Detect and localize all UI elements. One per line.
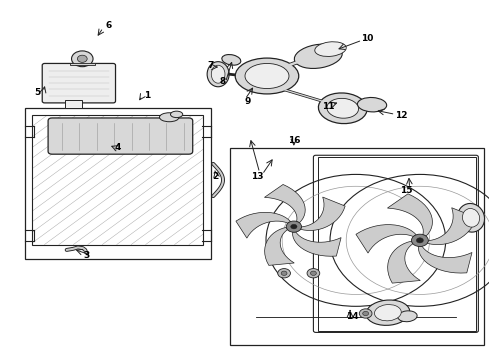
- Circle shape: [278, 269, 291, 278]
- Ellipse shape: [294, 44, 342, 68]
- Ellipse shape: [207, 62, 229, 87]
- Polygon shape: [300, 197, 345, 230]
- Circle shape: [281, 271, 287, 275]
- Circle shape: [72, 51, 93, 67]
- Text: 14: 14: [346, 312, 359, 321]
- Circle shape: [307, 269, 320, 278]
- Polygon shape: [418, 246, 472, 273]
- Circle shape: [291, 224, 297, 229]
- Text: 11: 11: [322, 102, 334, 111]
- FancyBboxPatch shape: [48, 118, 193, 154]
- Ellipse shape: [159, 113, 179, 122]
- Text: 6: 6: [105, 21, 111, 30]
- Bar: [70, 63, 95, 65]
- Bar: [25, 108, 211, 259]
- Circle shape: [363, 311, 368, 316]
- Ellipse shape: [211, 65, 225, 83]
- Bar: [230, 148, 485, 345]
- Text: 12: 12: [395, 111, 408, 120]
- Text: 3: 3: [83, 251, 89, 260]
- Polygon shape: [388, 241, 420, 283]
- Ellipse shape: [458, 203, 485, 232]
- Ellipse shape: [463, 208, 480, 227]
- Polygon shape: [388, 194, 433, 236]
- Text: 15: 15: [400, 186, 413, 195]
- Bar: [65, 100, 82, 108]
- Polygon shape: [265, 184, 305, 223]
- Text: 7: 7: [208, 61, 214, 70]
- FancyBboxPatch shape: [42, 63, 116, 103]
- Ellipse shape: [327, 98, 359, 118]
- Polygon shape: [293, 232, 341, 256]
- Polygon shape: [356, 225, 416, 253]
- Text: 10: 10: [361, 34, 373, 43]
- Ellipse shape: [171, 111, 183, 118]
- Circle shape: [286, 221, 301, 232]
- Text: 16: 16: [288, 136, 300, 145]
- Bar: [32, 116, 203, 244]
- Text: 8: 8: [220, 77, 226, 86]
- Ellipse shape: [357, 98, 387, 112]
- Text: 4: 4: [115, 143, 121, 152]
- Circle shape: [416, 238, 423, 243]
- Circle shape: [359, 309, 372, 318]
- Ellipse shape: [245, 63, 289, 89]
- Ellipse shape: [398, 311, 417, 322]
- Text: 5: 5: [34, 87, 41, 96]
- Text: 13: 13: [251, 172, 264, 181]
- Text: 2: 2: [213, 172, 219, 181]
- Circle shape: [412, 234, 428, 247]
- Text: 1: 1: [144, 91, 150, 100]
- Ellipse shape: [374, 305, 401, 321]
- Ellipse shape: [222, 55, 241, 65]
- Ellipse shape: [318, 93, 367, 123]
- Circle shape: [77, 55, 87, 62]
- Ellipse shape: [235, 58, 299, 94]
- Polygon shape: [236, 212, 291, 238]
- Ellipse shape: [315, 42, 346, 57]
- Ellipse shape: [366, 300, 410, 325]
- Polygon shape: [265, 227, 294, 265]
- Text: 9: 9: [244, 96, 250, 105]
- Bar: [318, 157, 476, 330]
- Polygon shape: [427, 208, 476, 244]
- Circle shape: [311, 271, 317, 275]
